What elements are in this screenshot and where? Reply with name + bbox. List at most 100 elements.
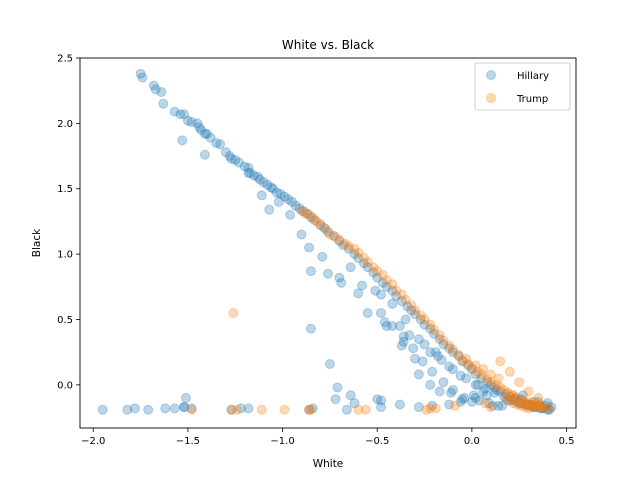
y-tick-label: 2.0 (57, 119, 73, 130)
point-hillary (319, 222, 330, 233)
point-hillary (196, 124, 207, 135)
point-hillary (230, 154, 241, 165)
point-hillary (482, 390, 493, 401)
point-trump (353, 404, 364, 415)
point-hillary (341, 404, 352, 415)
point-hillary (234, 157, 245, 168)
point-hillary (224, 151, 235, 162)
point-trump (362, 256, 373, 267)
point-trump (330, 232, 341, 243)
point-hillary (179, 402, 190, 413)
point-trump (300, 208, 311, 219)
point-hillary (387, 321, 398, 332)
point-hillary (182, 115, 193, 126)
point-hillary (211, 137, 222, 148)
point-trump (387, 279, 398, 290)
point-trump (517, 395, 528, 406)
point-hillary (508, 394, 519, 405)
point-trump (453, 349, 464, 360)
plot-frame (79, 57, 577, 429)
point-hillary (254, 174, 265, 185)
point-hillary (485, 379, 496, 390)
point-trump (480, 398, 491, 409)
point-hillary (544, 404, 555, 415)
point-hillary (205, 132, 216, 143)
point-hillary (226, 153, 237, 164)
point-trump (340, 238, 351, 249)
point-hillary (268, 183, 279, 194)
point-hillary (305, 212, 316, 223)
point-trump (500, 392, 511, 403)
point-hillary (444, 399, 455, 410)
x-axis: −2.0 −1.5 −1.0 −0.5 0.0 0.5 (81, 428, 574, 447)
point-trump (400, 294, 411, 305)
point-hillary (273, 196, 284, 207)
point-hillary (432, 351, 443, 362)
point-hillary (521, 399, 532, 410)
point-hillary (353, 253, 364, 264)
point-hillary (275, 188, 286, 199)
point-hillary (398, 336, 409, 347)
point-hillary (500, 389, 511, 400)
point-hillary (201, 128, 212, 139)
point-hillary (533, 396, 544, 407)
point-hillary (502, 395, 513, 406)
point-hillary (444, 361, 455, 372)
point-hillary (387, 298, 398, 309)
point-hillary (264, 204, 275, 215)
point-hillary (516, 398, 527, 409)
point-trump (296, 205, 307, 216)
point-hillary (266, 182, 277, 193)
point-trump (377, 270, 388, 281)
point-hillary (396, 296, 407, 307)
point-hillary (287, 196, 298, 207)
point-hillary (215, 139, 226, 150)
point-trump (523, 403, 534, 414)
point-hillary (466, 364, 477, 375)
y-tick-label: 2.5 (57, 54, 73, 65)
point-hillary (302, 208, 313, 219)
point-hillary (434, 386, 445, 397)
point-hillary (323, 226, 333, 237)
point-hillary (516, 394, 527, 405)
point-trump (485, 377, 496, 388)
point-hillary (425, 379, 436, 390)
point-trump (525, 396, 536, 407)
point-trump (279, 404, 290, 415)
point-hillary (396, 340, 407, 351)
point-trump (410, 305, 421, 316)
point-hillary (338, 239, 349, 250)
point-hillary (334, 236, 345, 247)
point-hillary (474, 395, 485, 406)
point-hillary (404, 330, 415, 341)
point-hillary (402, 301, 413, 312)
point-trump (425, 403, 436, 414)
point-hillary (334, 272, 345, 283)
point-hillary (307, 403, 318, 414)
point-hillary (455, 396, 466, 407)
point-hillary (413, 369, 424, 380)
point-hillary (256, 190, 267, 201)
point-hillary (434, 334, 445, 345)
point-hillary (446, 387, 457, 398)
point-hillary (413, 334, 424, 345)
point-hillary (438, 339, 449, 350)
point-hillary (323, 268, 333, 279)
point-hillary (546, 402, 557, 413)
x-tick-label: −0.5 (365, 436, 389, 447)
point-hillary (158, 98, 169, 109)
point-hillary (362, 307, 373, 318)
point-hillary (517, 390, 528, 401)
point-trump (444, 340, 455, 351)
point-trump (406, 300, 417, 311)
point-trump (540, 403, 551, 414)
point-hillary (427, 366, 438, 377)
point-hillary (413, 402, 424, 413)
point-hillary (398, 331, 409, 342)
point-hillary (455, 370, 466, 381)
point-trump (425, 319, 436, 330)
point-hillary (194, 122, 205, 133)
point-trump (514, 394, 525, 405)
point-hillary (394, 321, 405, 332)
point-hillary (376, 289, 387, 300)
